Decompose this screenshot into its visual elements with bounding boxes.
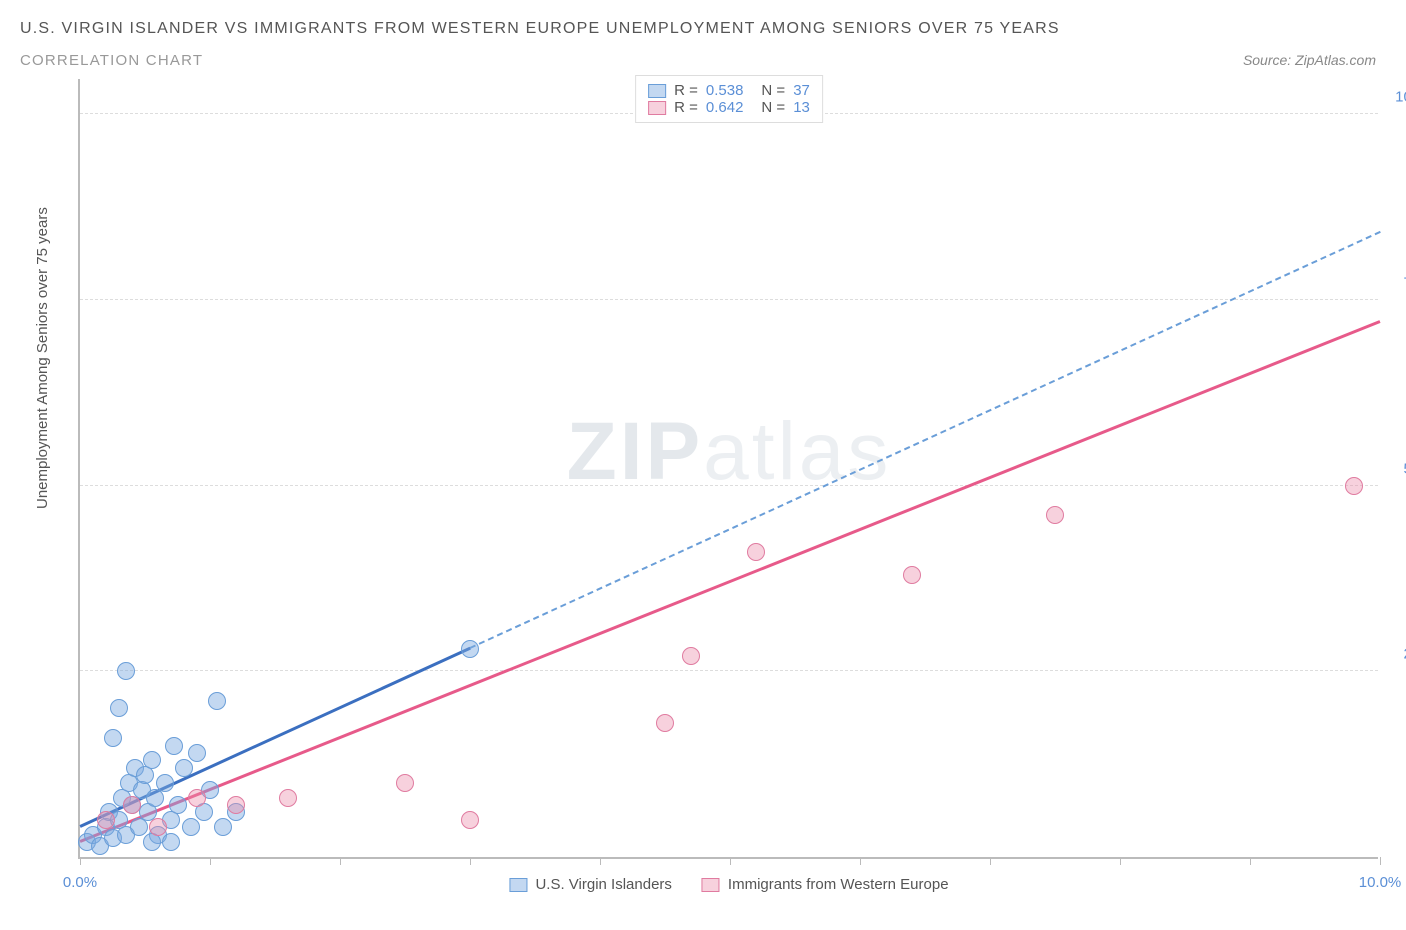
data-point bbox=[461, 811, 479, 829]
data-point bbox=[903, 566, 921, 584]
x-tick-label: 10.0% bbox=[1359, 874, 1402, 891]
x-tick bbox=[1250, 857, 1251, 865]
n-value: 37 bbox=[793, 82, 810, 99]
data-point bbox=[396, 774, 414, 792]
gridline bbox=[80, 485, 1378, 486]
data-point bbox=[149, 818, 167, 836]
gridline bbox=[80, 299, 1378, 300]
data-point bbox=[97, 811, 115, 829]
data-point bbox=[188, 789, 206, 807]
r-label: R = bbox=[674, 82, 698, 99]
source-label: Source: ZipAtlas.com bbox=[1243, 52, 1376, 68]
x-tick bbox=[1120, 857, 1121, 865]
data-point bbox=[1345, 477, 1363, 495]
data-point bbox=[162, 833, 180, 851]
n-value: 13 bbox=[793, 99, 810, 116]
correlation-legend: R = 0.538 N = 37 R = 0.642 N = 13 bbox=[635, 75, 823, 123]
data-point bbox=[1046, 506, 1064, 524]
x-tick bbox=[730, 857, 731, 865]
legend-item: U.S. Virgin Islanders bbox=[509, 876, 671, 893]
data-point bbox=[165, 737, 183, 755]
x-tick bbox=[990, 857, 991, 865]
data-point bbox=[188, 744, 206, 762]
n-label: N = bbox=[761, 82, 785, 99]
data-point bbox=[175, 759, 193, 777]
plot-area: ZIPatlas R =0.538N =37R =0.642N =13 U.S.… bbox=[78, 79, 1378, 859]
data-point bbox=[156, 774, 174, 792]
x-tick bbox=[80, 857, 81, 865]
data-point bbox=[682, 647, 700, 665]
x-tick bbox=[860, 857, 861, 865]
legend-item: Immigrants from Western Europe bbox=[702, 876, 949, 893]
r-value: 0.538 bbox=[706, 82, 744, 99]
x-tick bbox=[1380, 857, 1381, 865]
data-point bbox=[169, 796, 187, 814]
data-point bbox=[747, 543, 765, 561]
legend-label: Immigrants from Western Europe bbox=[728, 876, 949, 893]
data-point bbox=[208, 692, 226, 710]
data-point bbox=[461, 640, 479, 658]
series-legend: U.S. Virgin Islanders Immigrants from Wes… bbox=[509, 876, 948, 893]
x-tick bbox=[470, 857, 471, 865]
chart-subtitle: CORRELATION CHART bbox=[20, 52, 203, 69]
x-tick bbox=[340, 857, 341, 865]
data-point bbox=[279, 789, 297, 807]
trend-line bbox=[80, 320, 1381, 842]
legend-label: U.S. Virgin Islanders bbox=[535, 876, 671, 893]
data-point bbox=[656, 714, 674, 732]
chart-title: U.S. VIRGIN ISLANDER VS IMMIGRANTS FROM … bbox=[20, 20, 1376, 38]
n-label: N = bbox=[761, 99, 785, 116]
data-point bbox=[110, 699, 128, 717]
x-tick bbox=[210, 857, 211, 865]
gridline bbox=[80, 670, 1378, 671]
legend-swatch bbox=[702, 878, 720, 892]
data-point bbox=[117, 662, 135, 680]
data-point bbox=[104, 729, 122, 747]
x-tick-label: 0.0% bbox=[63, 874, 97, 891]
legend-swatch bbox=[509, 878, 527, 892]
x-tick bbox=[600, 857, 601, 865]
y-tick-label: 100.0% bbox=[1395, 89, 1406, 106]
data-point bbox=[214, 818, 232, 836]
chart-container: Unemployment Among Seniors over 75 years… bbox=[20, 79, 1386, 899]
data-point bbox=[227, 796, 245, 814]
trend-line bbox=[470, 231, 1381, 649]
data-point bbox=[123, 796, 141, 814]
legend-row: R = 0.642 N = 13 bbox=[648, 99, 810, 116]
legend-swatch bbox=[648, 101, 666, 115]
data-point bbox=[182, 818, 200, 836]
legend-swatch bbox=[648, 84, 666, 98]
legend-row: R = 0.538 N = 37 bbox=[648, 82, 810, 99]
y-axis-label: Unemployment Among Seniors over 75 years bbox=[34, 207, 51, 509]
r-value: 0.642 bbox=[706, 99, 744, 116]
r-label: R = bbox=[674, 99, 698, 116]
data-point bbox=[143, 751, 161, 769]
